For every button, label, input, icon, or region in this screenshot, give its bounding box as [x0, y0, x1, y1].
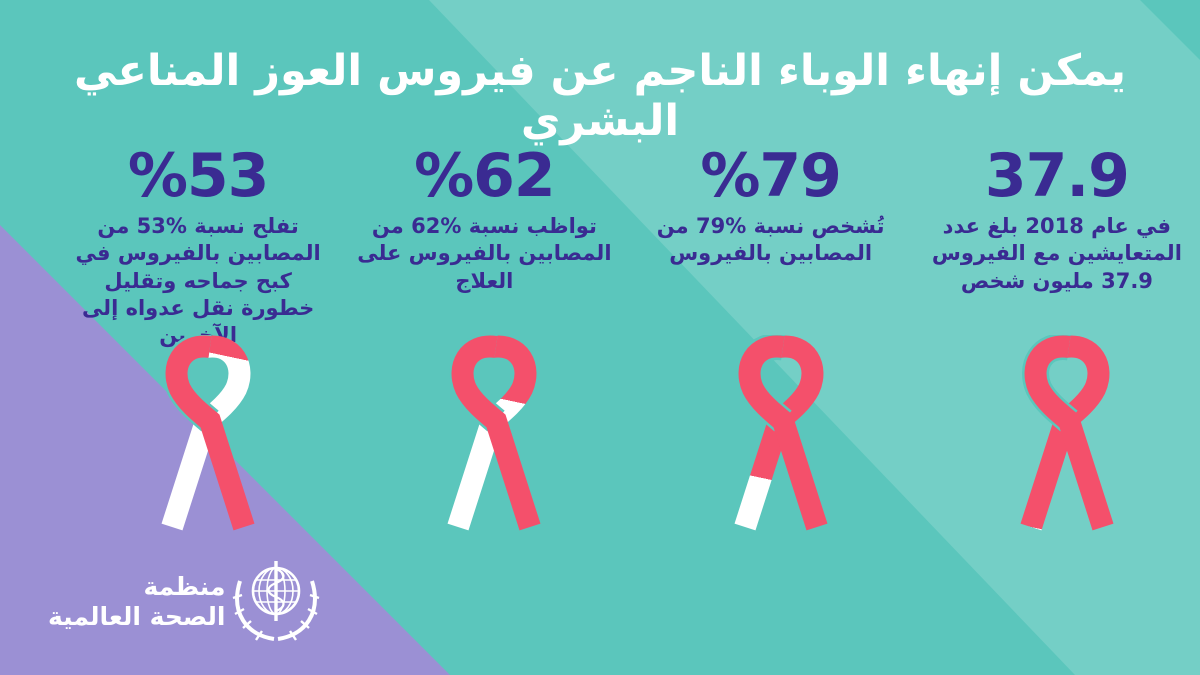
aids-ribbon-icon [144, 333, 272, 545]
stat-value: 37.9 [984, 141, 1130, 211]
stat-description: تفلح نسبة %53 من المصابين بالفيروس في كب… [75, 214, 321, 348]
stat-value: %79 [700, 141, 842, 211]
stat-value: %62 [414, 141, 556, 211]
stat-description: تواظب نسبة %62 من المصابين بالفيروس على … [357, 214, 612, 293]
stats-row: 37.9 في عام 2018 بلغ عدد المتعايشين مع ا… [55, 146, 1200, 545]
stat-description: تُشخص نسبة %79 من المصابين بالفيروس [656, 214, 885, 266]
aids-ribbon-icon [430, 333, 558, 545]
who-emblem-icon [233, 561, 320, 641]
background-light-teal-band [429, 0, 1200, 675]
stat-value: %53 [127, 141, 270, 211]
stat-column-on-treatment: %62 تواظب نسبة %62 من المصابين بالفيروس … [341, 146, 627, 545]
aids-ribbon-icon [1003, 333, 1131, 545]
stat-column-people-living-with-hiv: 37.9 في عام 2018 بلغ عدد المتعايشين مع ا… [914, 146, 1200, 545]
who-logo: منظمة الصحة العالمية [48, 557, 323, 647]
who-name: منظمة الصحة العالمية [48, 572, 225, 633]
who-name-line2: الصحة العالمية [48, 602, 226, 631]
stat-column-suppressed: %53 تفلح نسبة %53 من المصابين بالفيروس ف… [55, 146, 341, 545]
stat-column-diagnosed: %79 تُشخص نسبة %79 من المصابين بالفيروس [628, 146, 914, 545]
page-title: يمكن إنهاء الوباء الناجم عن فيروس العوز … [73, 46, 1127, 146]
who-name-line1: منظمة [143, 571, 226, 601]
stat-description: في عام 2018 بلغ عدد المتعايشين مع الفيرو… [931, 214, 1182, 293]
aids-ribbon-icon [717, 333, 845, 545]
